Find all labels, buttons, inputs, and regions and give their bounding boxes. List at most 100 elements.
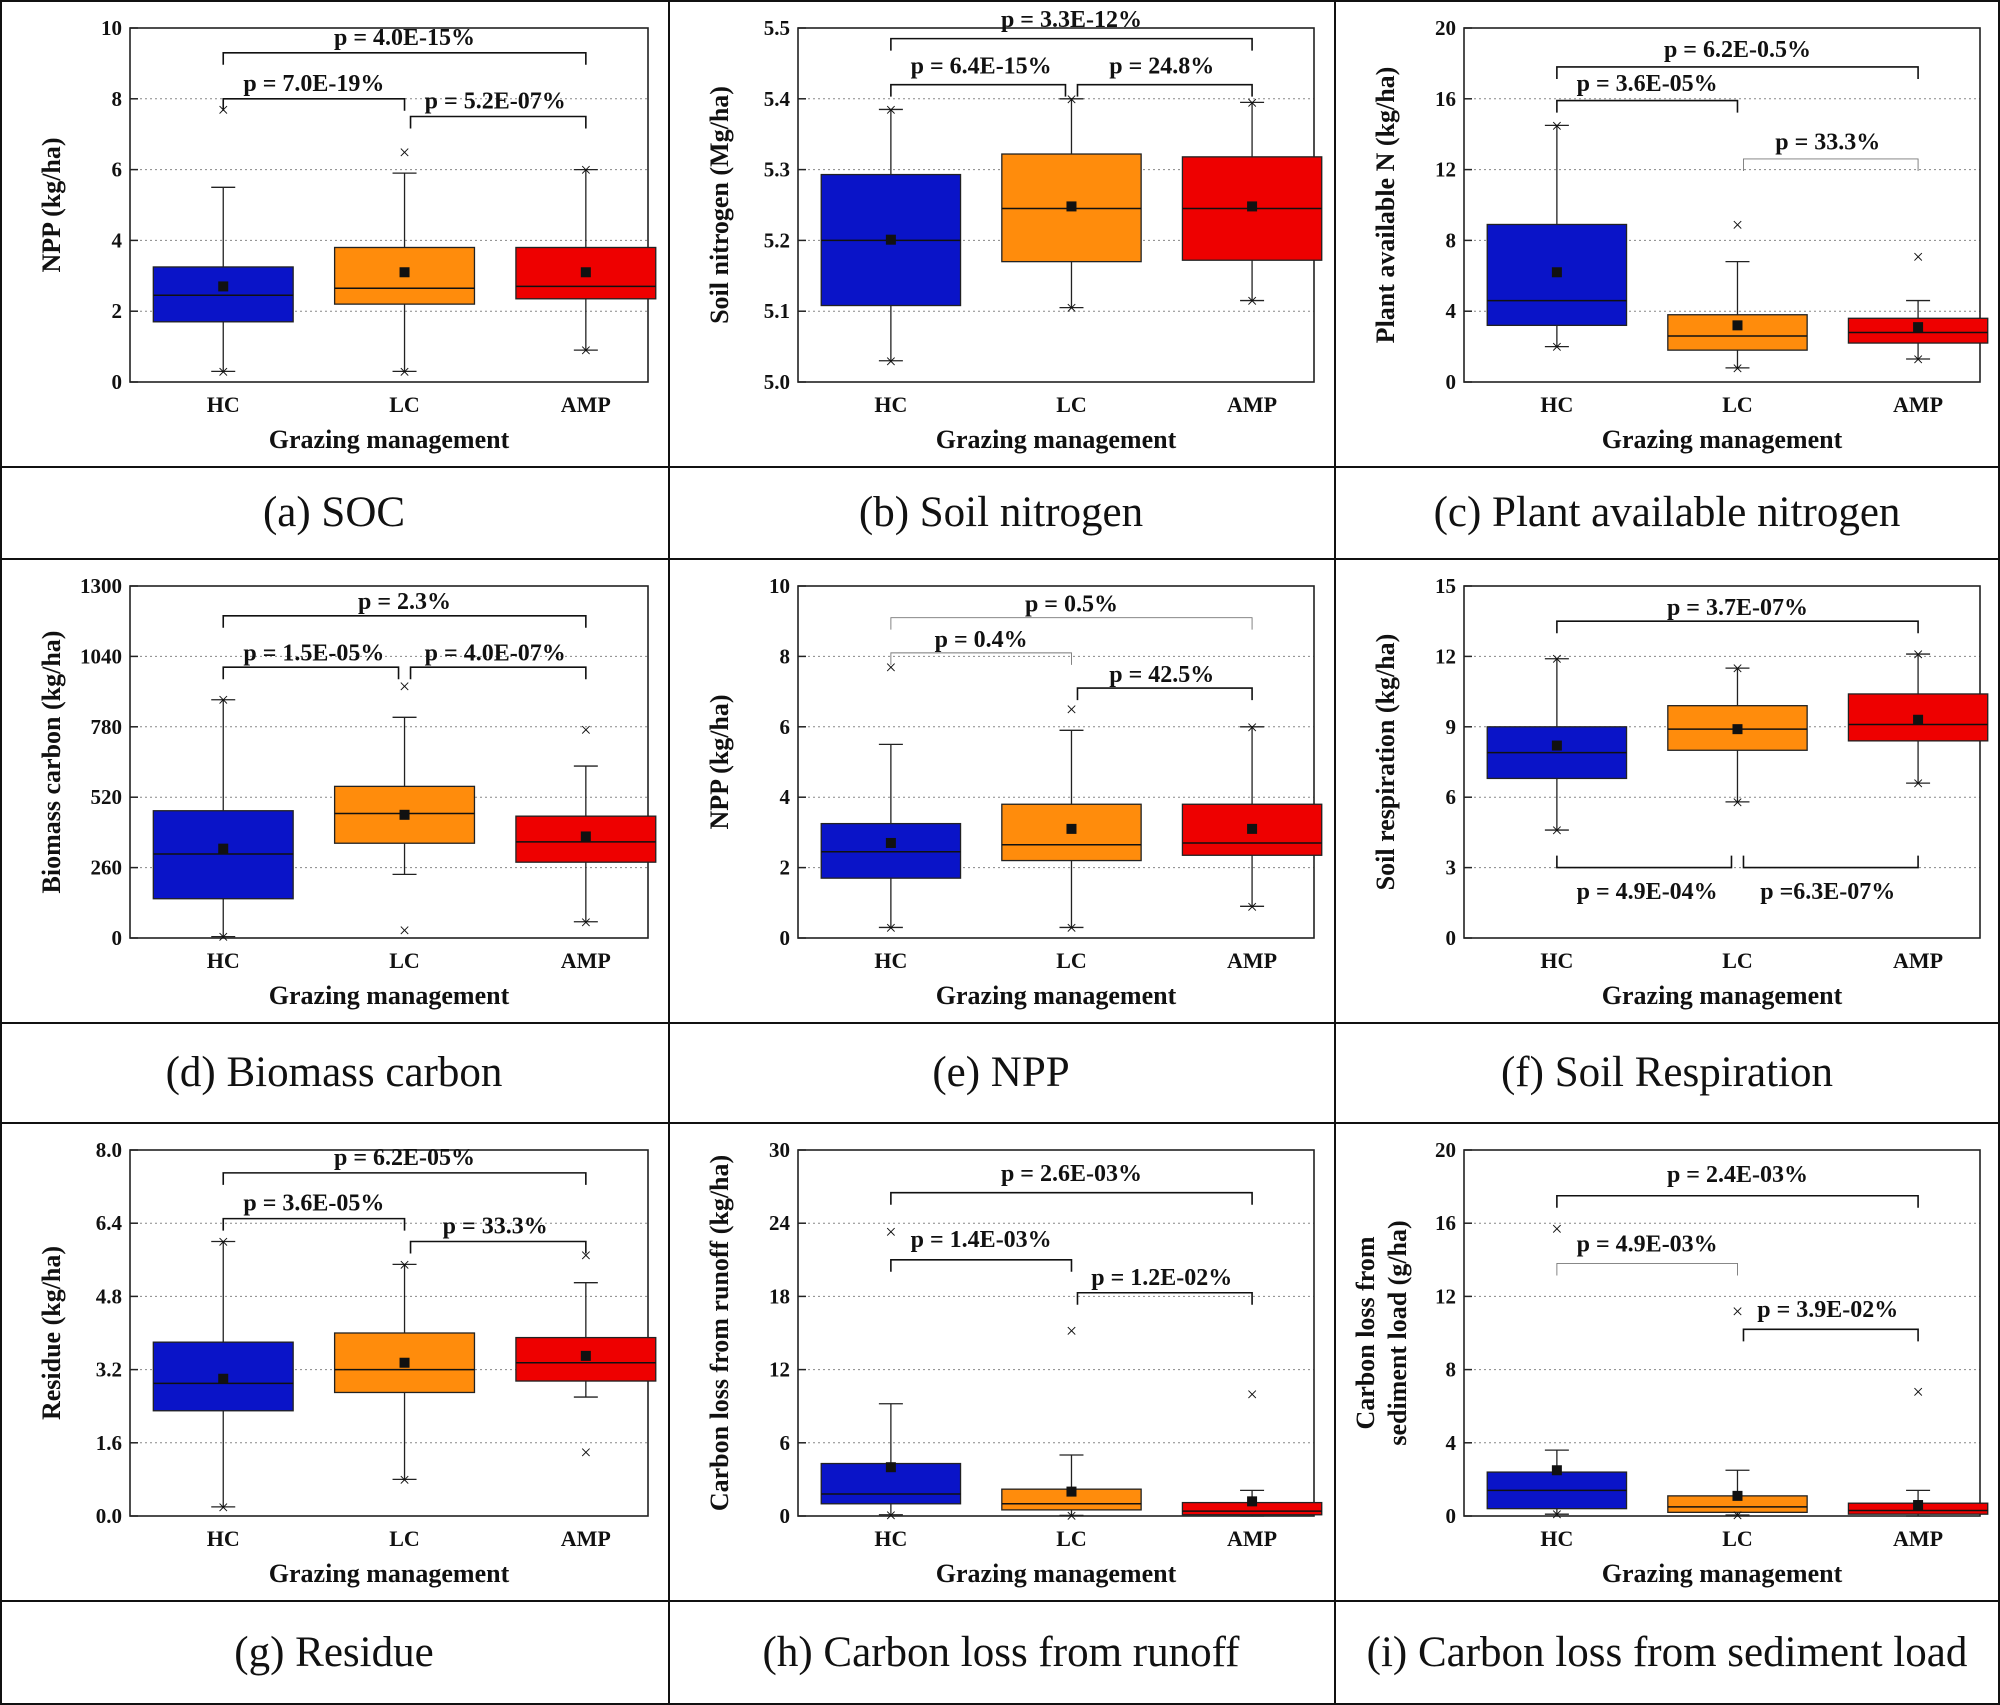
y-tick-label: 2: [780, 856, 791, 880]
y-tick-label: 0: [112, 370, 123, 394]
y-tick-label: 16: [1435, 87, 1456, 111]
x-tick-label: AMP: [1893, 948, 1943, 973]
significance-bracket: [890, 1191, 1253, 1205]
outlier-marker: ×: [1246, 1384, 1257, 1406]
x-tick-label: HC: [207, 948, 240, 973]
box-hc: ××: [1486, 649, 1628, 842]
mean-marker: [218, 843, 229, 854]
outlier-marker: ×: [218, 1232, 229, 1254]
y-tick-label: 8: [1446, 228, 1457, 252]
boxplot-panel-5: 0 2 4 6 8 10 × × × × × × p = 0.5% p = 0.4% p = 42.5% HC…: [670, 560, 1332, 1020]
y-tick-label: 12: [1435, 158, 1456, 182]
x-tick-label: LC: [389, 1526, 420, 1551]
box-amp: ××: [1847, 246, 1989, 371]
mean-marker: [1732, 724, 1743, 735]
p-value-label: p = 6.2E-05%: [334, 1145, 475, 1171]
outlier-marker: ×: [885, 917, 896, 939]
x-axis-label: Grazing management: [936, 1559, 1177, 1588]
boxplot-svg: 5.05.15.25.35.45.5××××××p = 3.3E-12%p = …: [705, 7, 1323, 454]
significance-bracket: [222, 1217, 406, 1231]
p-value-label: p = 3.3E-12%: [1001, 7, 1142, 33]
mean-marker: [1247, 201, 1258, 212]
boxplot-panel-8: 0 6 12 18 24 30 × × × × × p = 2.6E-03% p = 1.4E-03% p…: [670, 1124, 1332, 1598]
p-value-label: p = 42.5%: [1109, 662, 1214, 688]
outlier-marker: ×: [1246, 717, 1257, 739]
y-tick-label: 4: [1446, 299, 1457, 323]
y-tick-label: 30: [769, 1138, 790, 1162]
y-axis-label: Carbon loss from runoff (kg/ha): [705, 1155, 734, 1511]
p-value-label: p =6.3E-07%: [1760, 879, 1895, 905]
y-axis-label: NPP (kg/ha): [37, 137, 66, 272]
boxplot-svg: 0.01.63.24.86.48.0××××××p = 6.2E-05%p = …: [37, 1138, 657, 1588]
y-axis-label: NPP (kg/ha): [705, 694, 734, 829]
boxplot-panel-7: 0.0 1.6 3.2 4.8 6.4 8.0 × × × × × × p = 6.2E-05% p = …: [2, 1124, 666, 1598]
x-axis-label: Grazing management: [936, 425, 1177, 454]
outlier-marker: ×: [1551, 337, 1562, 359]
table-border: [0, 1600, 2000, 1602]
x-axis-label: Grazing management: [269, 1559, 510, 1588]
significance-bracket: [222, 614, 587, 628]
box-body: [515, 815, 657, 863]
y-tick-label: 6: [780, 1431, 791, 1455]
boxplot-panel-6: 0 3 6 9 12 15 × × × × × × p = 3.7E-07% p = 4.9E-04% p …: [1336, 560, 1998, 1020]
outlier-marker: ×: [218, 361, 229, 383]
box-hc: ××: [820, 1222, 962, 1527]
significance-bracket: [409, 115, 587, 129]
x-tick-label: LC: [1722, 948, 1753, 973]
x-axis-label: Grazing management: [1602, 1559, 1843, 1588]
y-tick-label: 6.4: [96, 1211, 123, 1235]
plot-frame: [129, 27, 649, 383]
box-amp: ××: [1847, 644, 1989, 795]
y-tick-label: 5.4: [764, 87, 791, 111]
p-value-label: p = 2.3%: [358, 589, 451, 615]
mean-marker: [1066, 823, 1077, 834]
significance-bracket: [222, 1172, 587, 1185]
y-tick-label: 8: [1446, 1358, 1457, 1382]
y-tick-label: 6: [112, 158, 123, 182]
outlier-marker: ×: [1551, 1504, 1562, 1526]
table-border: [0, 558, 2000, 560]
x-tick-label: HC: [1540, 392, 1573, 417]
outlier-marker: ×: [1066, 699, 1077, 721]
y-tick-label: 5.2: [764, 228, 790, 252]
outlier-marker: ×: [1912, 773, 1923, 795]
mean-marker: [1247, 1496, 1258, 1507]
outlier-marker: ×: [1732, 1301, 1743, 1323]
y-tick-label: 5.0: [764, 370, 790, 394]
x-tick-label: AMP: [1893, 1526, 1943, 1551]
y-tick-label: 12: [1435, 1284, 1456, 1308]
outlier-marker: ×: [580, 340, 591, 362]
boxplot-panel-4: 0 260 520 780 1040 1300 × × × × × × p = 2.3% p = 1.5E…: [2, 560, 666, 1020]
mean-marker: [1066, 1486, 1077, 1497]
significance-bracket: [409, 1240, 587, 1254]
box-lc: ××: [1001, 699, 1142, 939]
x-tick-label: HC: [874, 948, 907, 973]
mean-marker: [218, 281, 229, 292]
y-tick-label: 3: [1446, 856, 1457, 880]
table-border: [0, 1122, 2000, 1124]
x-tick-label: LC: [1722, 1526, 1753, 1551]
y-tick-label: 6: [1446, 785, 1457, 809]
y-tick-label: 4: [780, 785, 791, 809]
mean-marker: [1247, 823, 1258, 834]
significance-bracket: [222, 51, 587, 65]
y-tick-label: 0: [112, 926, 123, 950]
panel-caption: (i) Carbon loss from sediment load: [1366, 1629, 1968, 1676]
outlier-marker: ×: [1066, 1505, 1077, 1527]
outlier-marker: ×: [1732, 358, 1743, 380]
mean-marker: [1551, 1465, 1562, 1476]
outlier-marker: ×: [1066, 1321, 1077, 1343]
box-amp: ××: [1181, 92, 1323, 313]
box-amp: ××: [1181, 717, 1323, 918]
outlier-marker: ×: [1246, 896, 1257, 918]
plot-frame: [797, 585, 1315, 939]
x-axis-label: Grazing management: [1602, 425, 1843, 454]
y-tick-label: 2: [112, 299, 123, 323]
p-value-label: p = 24.8%: [1109, 54, 1214, 80]
x-tick-label: LC: [1056, 1526, 1087, 1551]
significance-bracket: [1556, 99, 1739, 113]
x-tick-label: LC: [1722, 392, 1753, 417]
